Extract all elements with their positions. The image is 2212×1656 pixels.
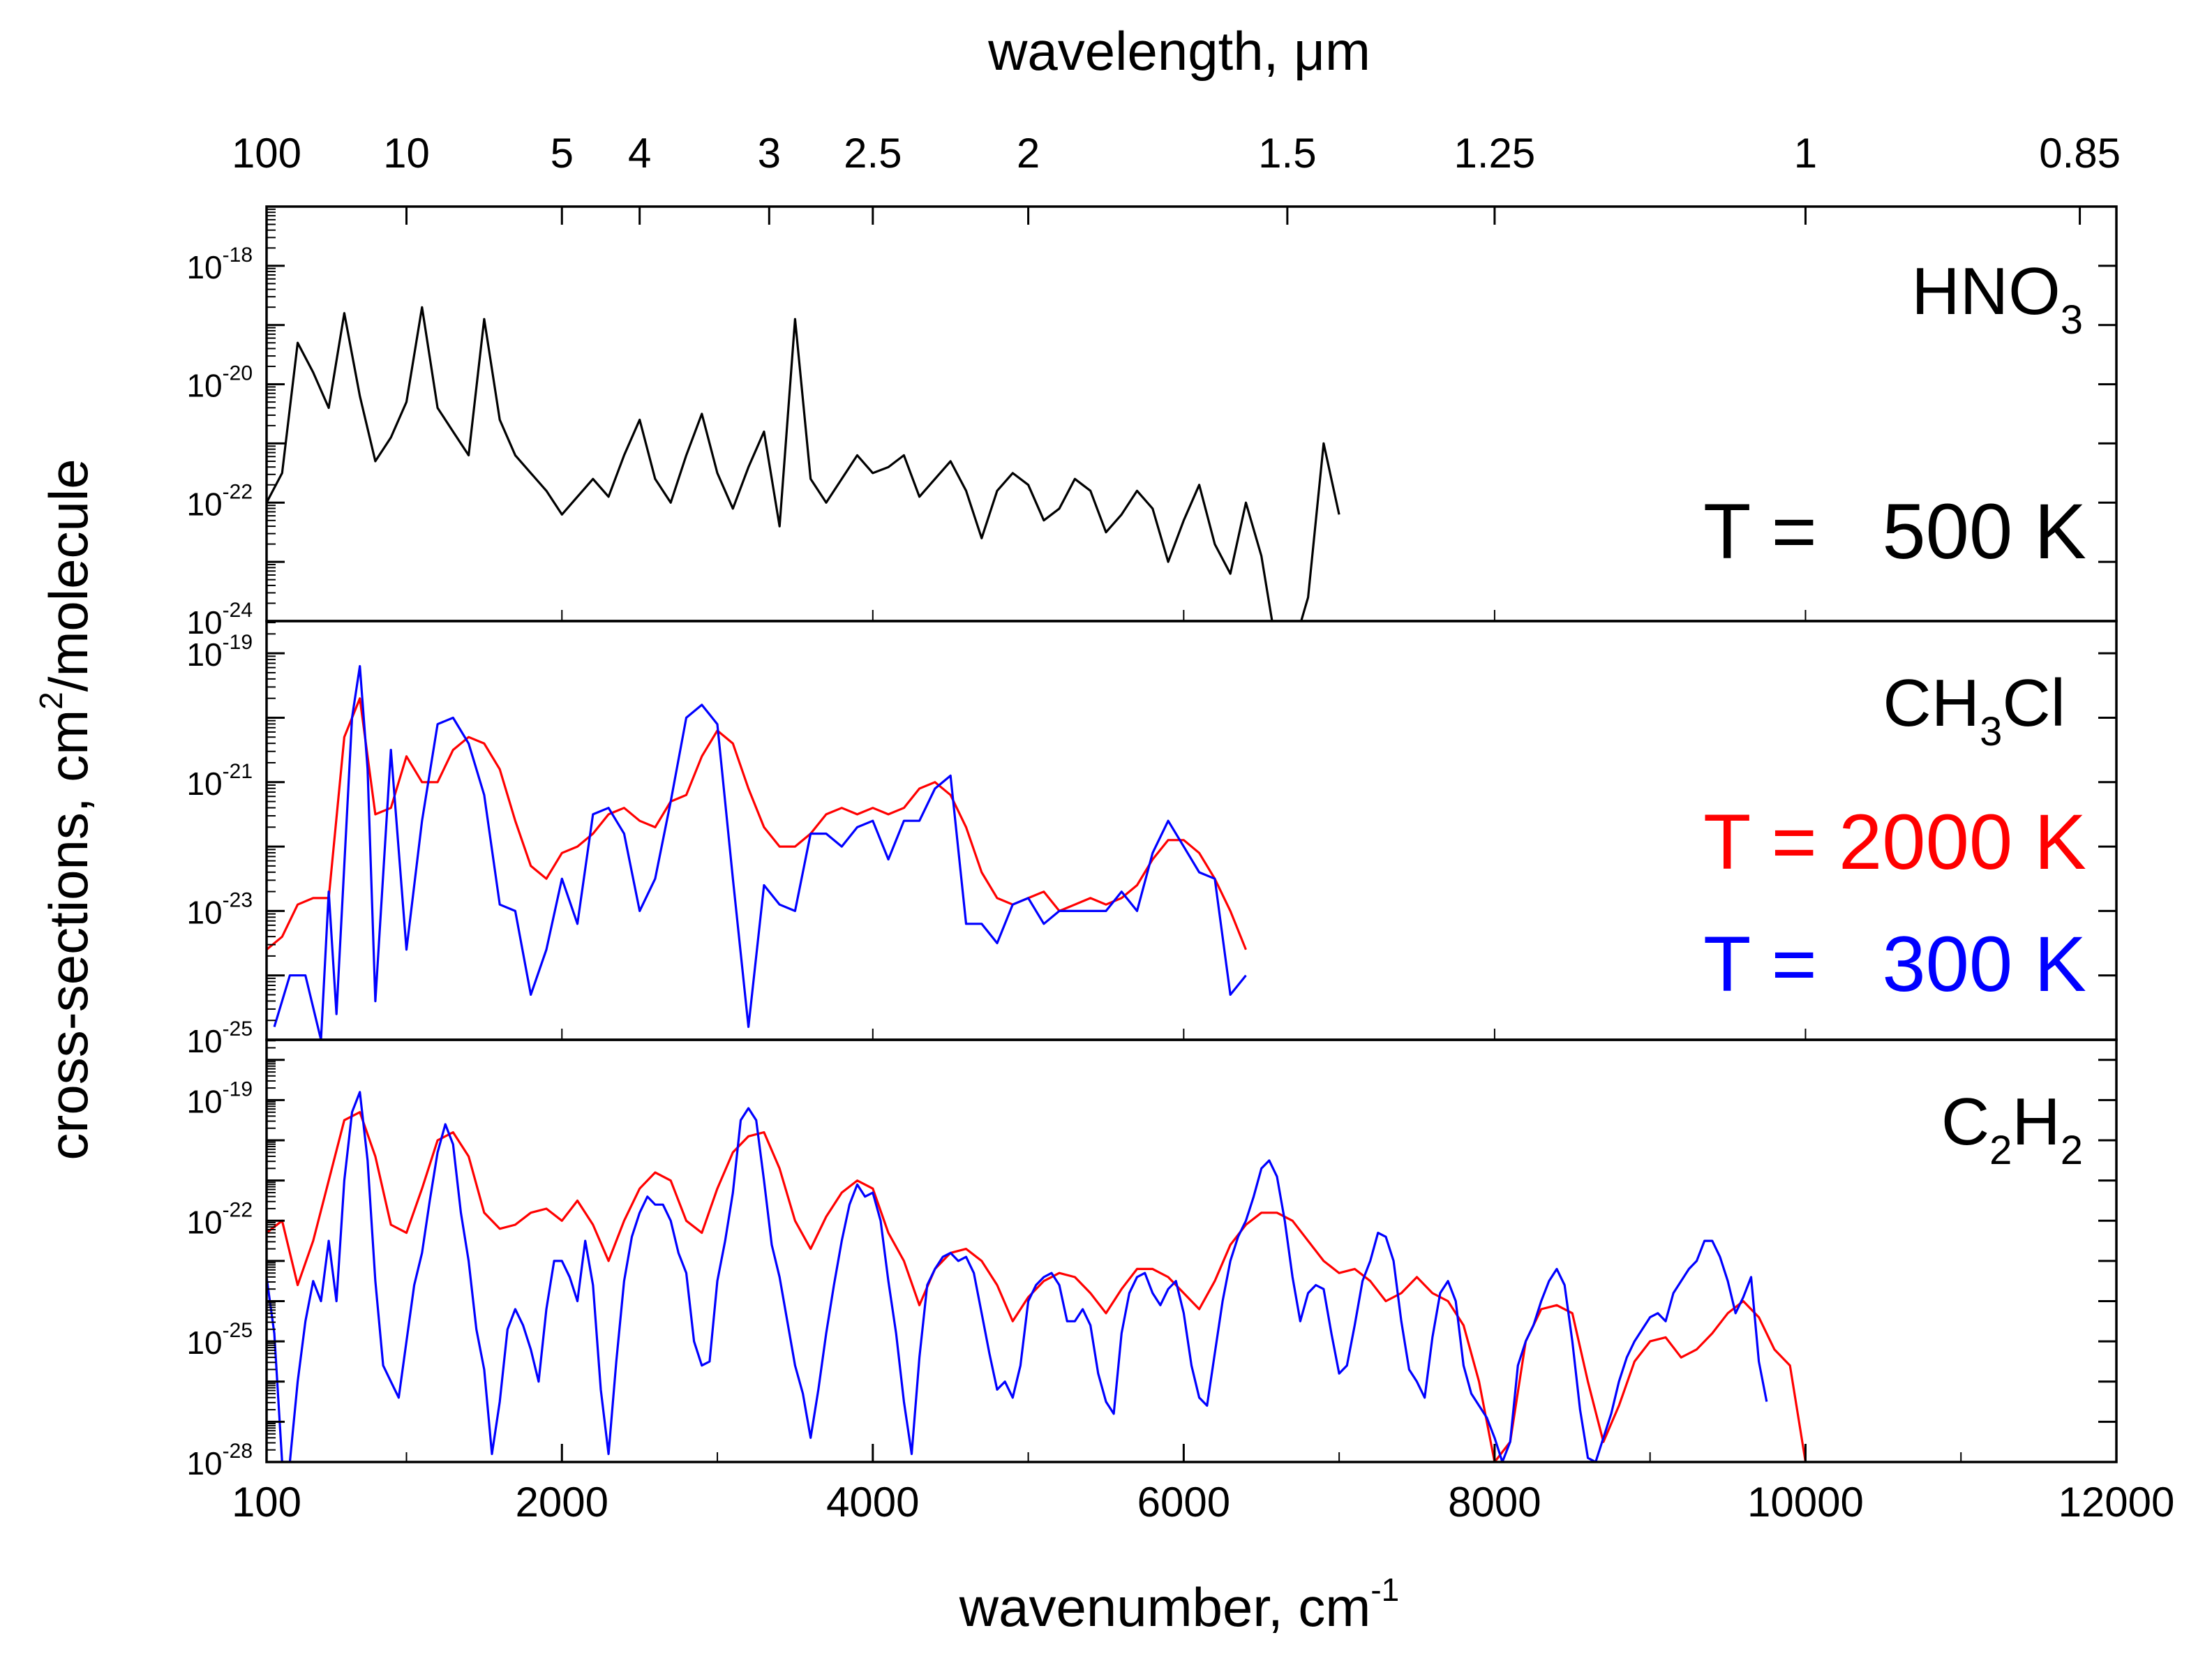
panel-frame <box>265 1038 2118 1463</box>
x2-tick-label: 2.5 <box>844 130 902 177</box>
x2-tick-label: 2 <box>1017 130 1040 177</box>
panel-1-series <box>267 664 1247 1040</box>
x-tick-label: 4000 <box>826 1479 919 1526</box>
panel-c2h2-molecule: C2H2 <box>1941 1084 2083 1173</box>
y-tick-label: 10-28 <box>186 1440 253 1482</box>
x2-tick-label: 1 <box>1794 130 1817 177</box>
y-tick-label: 10-23 <box>186 888 253 930</box>
x2-tick-label: 10 <box>383 130 430 177</box>
panel-0-series <box>267 306 1340 621</box>
panel-1-y-ticks: 10-19 10-21 10-23 10-25 <box>186 622 2116 1059</box>
panel-ch3cl: CH3Cl T = 2000 K T = 300 K 10-1910-2110-… <box>186 622 2116 1059</box>
y-tick-label: 10-25 <box>186 1017 253 1059</box>
panel-0-y-ticks: 10-18 10-20 10-22 10-24 <box>186 205 2116 641</box>
panel-2-y-ticks: 10-19 10-22 10-25 10-28 <box>186 1040 2116 1482</box>
panel-ch3cl-molecule: CH3Cl <box>1883 666 2065 754</box>
y-tick-label: 10-22 <box>186 1198 253 1240</box>
x-tick-label: 6000 <box>1137 1479 1230 1526</box>
x2-tick-label: 1.5 <box>1258 130 1316 177</box>
x2-tick-label: 1.25 <box>1454 130 1536 177</box>
plot-frames <box>265 205 2118 1463</box>
x2-tick-label: 5 <box>551 130 574 177</box>
x2-tick-label: 0.85 <box>2039 130 2121 177</box>
x-tick-label: 8000 <box>1448 1479 1541 1526</box>
legend-500k: T = 500 K <box>1703 488 2086 575</box>
x2-axis-title: wavelength, μm <box>987 20 1370 82</box>
y-tick-label: 10-25 <box>186 1319 253 1361</box>
series-line-300k <box>273 664 1247 1040</box>
legend-300k: T = 300 K <box>1703 920 2086 1008</box>
y-axis-title: cross-sections, cm2/molecule <box>33 458 99 1160</box>
y-tick-label: 10-24 <box>186 599 253 641</box>
top-axis-ticks: 100 10 5 4 3 2.5 2 1.5 1.25 1 0.85 <box>232 130 2121 225</box>
x-tick-label: 10000 <box>1747 1479 1864 1526</box>
y-tick-label: 10-18 <box>186 244 253 285</box>
panel-c2h2: C2H2 10-19 10-22 10-25 10-28 <box>186 1040 2116 1482</box>
x-tick-label: 100 <box>232 1479 301 1526</box>
legend-2000k: T = 2000 K <box>1703 798 2086 886</box>
x-axis-title: wavenumber, cm-1 <box>959 1572 1399 1638</box>
panel-hno3: HNO3 T = 500 K 10-18 10-20 10-22 10-24 <box>186 205 2116 641</box>
series-line-500k <box>267 306 1340 621</box>
y-tick-label: 10-22 <box>186 480 253 522</box>
y-tick-label: 10-21 <box>186 760 253 802</box>
y-tick-label: 10-20 <box>186 362 253 404</box>
panel-2-series <box>267 1091 1807 1462</box>
x-tick-label: 12000 <box>2058 1479 2175 1526</box>
x-tick-label: 2000 <box>516 1479 608 1526</box>
panel-hno3-molecule: HNO3 <box>1911 254 2083 343</box>
y-tick-label: 10-19 <box>186 1077 253 1119</box>
y-tick-label: 10-19 <box>186 631 253 673</box>
series-line-2000k <box>267 697 1247 951</box>
x2-tick-label: 100 <box>232 130 301 177</box>
bottom-axis-ticks: 100 2000 4000 6000 8000 10000 12000 <box>232 610 2174 1526</box>
x2-tick-label: 4 <box>628 130 651 177</box>
series-line-2000k <box>267 1111 1807 1462</box>
x2-tick-label: 3 <box>758 130 781 177</box>
series-line-300k <box>267 1091 1768 1462</box>
